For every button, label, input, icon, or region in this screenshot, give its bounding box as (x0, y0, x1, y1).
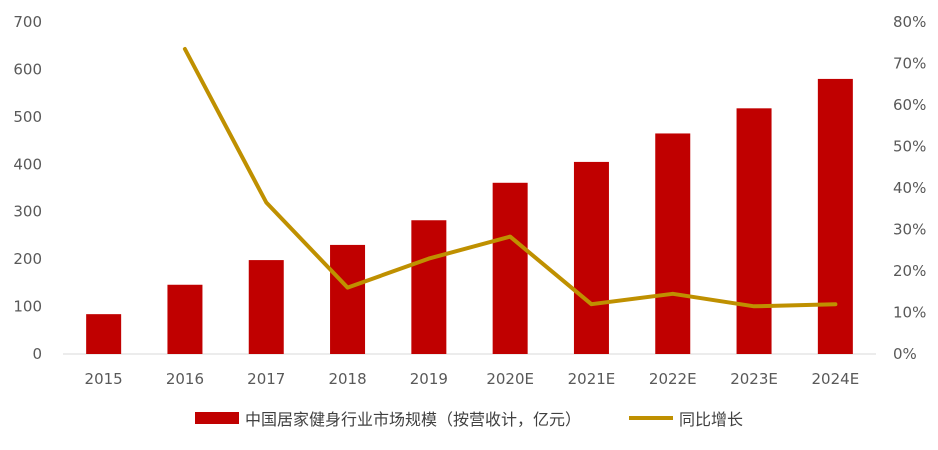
bar (330, 244, 366, 354)
right-y-tick-label: 20% (893, 262, 926, 280)
bar (411, 220, 447, 354)
left-y-tick-label: 0 (32, 345, 42, 363)
left-y-axis: 0 100 200 300 400 500 600 700 (13, 13, 42, 363)
x-tick-label: 2018 (328, 370, 366, 388)
left-y-tick-label: 100 (13, 298, 42, 316)
right-y-axis: 0% 10% 20% 30% 40% 50% 60% 70% 80% (893, 13, 926, 363)
legend-label-yoy-growth: 同比增长 (679, 410, 744, 429)
x-tick-label: 2019 (410, 370, 448, 388)
bar (248, 260, 284, 354)
right-y-tick-label: 40% (893, 179, 926, 197)
right-y-tick-label: 10% (893, 304, 926, 322)
left-y-tick-label: 600 (13, 60, 42, 78)
bar-series (86, 78, 853, 355)
right-y-tick-label: 60% (893, 96, 926, 114)
x-tick-label: 2021E (568, 370, 616, 388)
bar (573, 161, 609, 354)
left-y-tick-label: 200 (13, 250, 42, 268)
x-tick-label: 2017 (247, 370, 285, 388)
bar (86, 314, 122, 354)
x-axis: 2015 2016 2017 2018 2019 2020E 2021E 2022E 2023E… (85, 370, 860, 388)
left-y-tick-label: 700 (13, 13, 42, 31)
bar (817, 78, 853, 355)
x-tick-label: 2023E (730, 370, 778, 388)
x-tick-label: 2022E (649, 370, 697, 388)
x-tick-label: 2020E (486, 370, 534, 388)
legend-item-market-size: 中国居家健身行业市场规模（按营收计，亿元） (194, 406, 581, 430)
x-tick-label: 2015 (85, 370, 123, 388)
legend-item-yoy-growth: 同比增长 (629, 406, 743, 430)
legend-label-market-size: 中国居家健身行业市场规模（按营收计，亿元） (244, 410, 581, 429)
left-y-tick-label: 400 (13, 155, 42, 173)
line-series (182, 47, 838, 309)
x-tick-label: 2016 (166, 370, 204, 388)
right-y-tick-label: 70% (893, 55, 926, 73)
bar (167, 284, 203, 354)
right-y-tick-label: 50% (893, 138, 926, 156)
legend-swatch-line (629, 416, 673, 420)
right-y-tick-label: 30% (893, 221, 926, 239)
x-tick-label: 2024E (812, 370, 860, 388)
bar (492, 182, 528, 354)
right-y-tick-label: 80% (893, 13, 926, 31)
bar (736, 108, 772, 354)
left-y-tick-label: 500 (13, 108, 42, 126)
legend: 中国居家健身行业市场规模（按营收计，亿元） 同比增长 (0, 403, 938, 433)
bar (655, 133, 691, 354)
legend-swatch-bar (194, 412, 239, 424)
left-y-tick-label: 300 (13, 203, 42, 221)
right-y-tick-label: 0% (893, 345, 917, 363)
